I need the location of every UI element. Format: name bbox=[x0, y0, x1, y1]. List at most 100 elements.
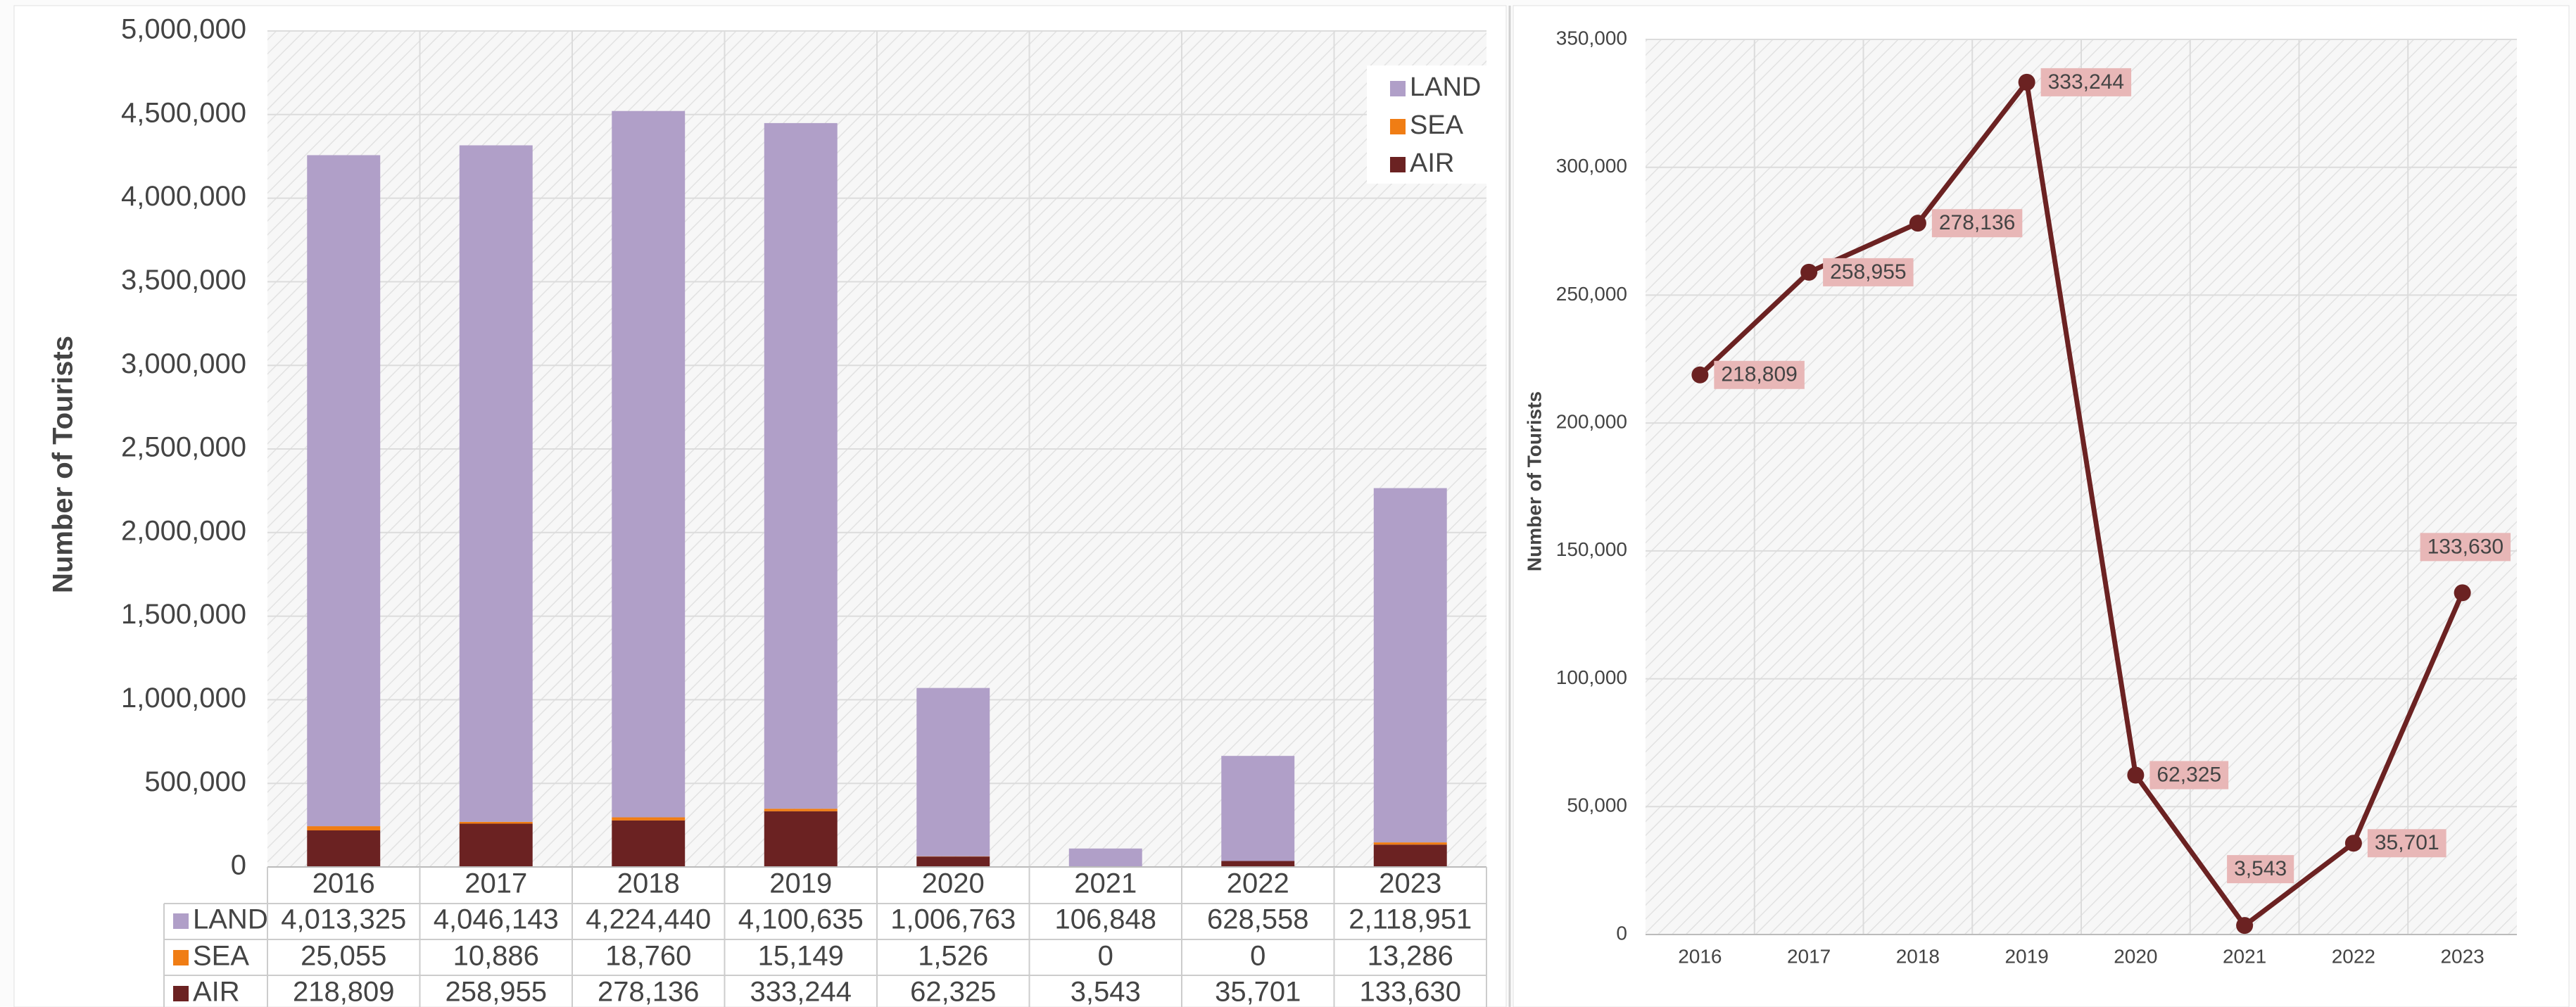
y-tick-label: 250,000 bbox=[1556, 283, 1627, 305]
table-cell: 133,630 bbox=[1359, 977, 1461, 1007]
bar-segment bbox=[307, 830, 381, 867]
bar-segment bbox=[459, 145, 533, 822]
y-tick-label: 1,000,000 bbox=[121, 683, 246, 714]
y-tick-label: 50,000 bbox=[1567, 794, 1627, 816]
marker bbox=[2344, 835, 2362, 852]
data-label: 35,701 bbox=[2375, 831, 2439, 854]
y-axis-label: Number of Tourists bbox=[48, 336, 79, 593]
table-cell: 2,118,951 bbox=[1349, 904, 1472, 935]
table-cell: 15,149 bbox=[758, 941, 844, 972]
table-row-label: LAND bbox=[193, 904, 268, 935]
bar-segment bbox=[1221, 756, 1295, 861]
data-label-bg bbox=[2149, 761, 2229, 790]
bar-segment bbox=[307, 155, 381, 827]
table-cell: 4,046,143 bbox=[434, 904, 559, 935]
x-tick-label: 2019 bbox=[769, 868, 832, 899]
x-tick-label: 2022 bbox=[2332, 945, 2375, 967]
x-tick-label: 2020 bbox=[2114, 945, 2157, 967]
y-tick-label: 300,000 bbox=[1556, 155, 1627, 177]
legend-label: LAND bbox=[1410, 72, 1481, 102]
bar-segment bbox=[764, 122, 838, 809]
table-cell: 628,558 bbox=[1207, 904, 1309, 935]
table-row-label: SEA bbox=[193, 941, 249, 972]
table-cell: 0 bbox=[1098, 941, 1113, 972]
table-cell: 18,760 bbox=[605, 941, 691, 972]
data-label: 333,244 bbox=[2048, 70, 2124, 94]
data-label: 3,543 bbox=[2234, 857, 2287, 880]
marker bbox=[1800, 263, 1818, 281]
marker bbox=[1909, 215, 1926, 232]
x-tick-label: 2017 bbox=[1787, 945, 1831, 967]
x-tick-label: 2018 bbox=[1896, 945, 1940, 967]
marker bbox=[2127, 766, 2145, 784]
data-label-bg bbox=[1931, 209, 2023, 238]
data-label-bg bbox=[1823, 258, 1914, 286]
x-tick-label: 2020 bbox=[922, 868, 985, 899]
table-cell: 4,013,325 bbox=[281, 904, 406, 935]
data-label: 133,630 bbox=[2427, 535, 2504, 558]
marker bbox=[2018, 73, 2035, 91]
bar-segment bbox=[307, 826, 381, 831]
y-tick-label: 3,000,000 bbox=[121, 348, 246, 379]
table-legend-key bbox=[173, 913, 189, 929]
y-tick-label: 500,000 bbox=[144, 766, 246, 797]
bar-segment bbox=[612, 817, 686, 821]
table-cell: 4,100,635 bbox=[738, 904, 864, 935]
data-label-bg bbox=[2420, 533, 2511, 562]
table-legend-key bbox=[173, 950, 189, 965]
table-cell: 62,325 bbox=[910, 977, 996, 1007]
marker bbox=[2454, 584, 2471, 602]
bar-segment bbox=[764, 809, 838, 811]
data-label-bg bbox=[2367, 829, 2446, 858]
table-cell: 333,244 bbox=[750, 977, 852, 1007]
y-tick-label: 200,000 bbox=[1556, 411, 1627, 433]
x-tick-label: 2021 bbox=[2223, 945, 2266, 967]
data-label: 218,809 bbox=[1721, 363, 1797, 386]
marker bbox=[1691, 366, 1709, 384]
bar-segment bbox=[459, 821, 533, 824]
data-label-bg bbox=[2040, 68, 2132, 96]
bar-segment bbox=[916, 688, 990, 856]
data-label-bg bbox=[2227, 855, 2294, 884]
table-cell: 106,848 bbox=[1054, 904, 1156, 935]
table-row-label: AIR bbox=[193, 977, 240, 1007]
y-tick-label: 350,000 bbox=[1556, 27, 1627, 49]
table-cell: 278,136 bbox=[598, 977, 700, 1007]
bar-segment bbox=[612, 110, 686, 818]
y-tick-label: 4,000,000 bbox=[121, 181, 246, 212]
bar-segment bbox=[916, 856, 990, 867]
table-cell: 3,543 bbox=[1071, 977, 1141, 1007]
x-tick-label: 2016 bbox=[312, 868, 375, 899]
data-label-bg bbox=[1714, 360, 1805, 389]
legend-key bbox=[1390, 119, 1406, 134]
bar-segment bbox=[1373, 488, 1447, 843]
data-label: 62,325 bbox=[2157, 763, 2221, 786]
y-tick-label: 150,000 bbox=[1556, 538, 1627, 560]
bar-segment bbox=[459, 823, 533, 867]
table-cell: 1,006,763 bbox=[890, 904, 1016, 935]
bar-segment bbox=[1373, 844, 1447, 867]
bar-segment bbox=[1068, 848, 1142, 867]
table-cell: 0 bbox=[1250, 941, 1265, 972]
y-tick-label: 5,000,000 bbox=[121, 14, 246, 45]
legend-box bbox=[1367, 65, 1486, 184]
y-tick-label: 0 bbox=[231, 850, 246, 881]
table-cell: 1,526 bbox=[918, 941, 988, 972]
x-tick-label: 2022 bbox=[1227, 868, 1289, 899]
y-tick-label: 2,500,000 bbox=[121, 432, 246, 463]
x-tick-label: 2023 bbox=[2440, 945, 2484, 967]
y-axis-label: Number of Tourists bbox=[1523, 391, 1545, 571]
y-tick-label: 2,000,000 bbox=[121, 515, 246, 546]
x-tick-label: 2023 bbox=[1379, 868, 1441, 899]
table-cell: 10,886 bbox=[453, 941, 539, 972]
y-tick-label: 4,500,000 bbox=[121, 97, 246, 128]
table-cell: 218,809 bbox=[293, 977, 395, 1007]
marker bbox=[2236, 917, 2254, 935]
legend-label: SEA bbox=[1410, 110, 1464, 140]
legend-key bbox=[1390, 81, 1406, 96]
bar-segment bbox=[1221, 861, 1295, 867]
y-tick-label: 3,500,000 bbox=[121, 265, 246, 296]
y-tick-label: 100,000 bbox=[1556, 666, 1627, 688]
x-tick-label: 2018 bbox=[617, 868, 680, 899]
